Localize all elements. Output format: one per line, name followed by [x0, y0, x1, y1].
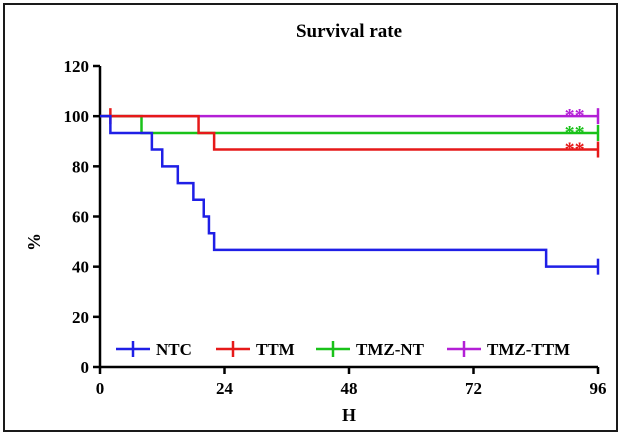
x-tick-label: 96 [590, 379, 607, 398]
y-axis-label: % [24, 233, 44, 251]
series-line-tmz-nt [100, 114, 598, 135]
legend-label-tmz-nt: TMZ-NT [356, 340, 425, 359]
x-tick-label: 48 [341, 379, 358, 398]
y-tick-label: 60 [72, 208, 89, 227]
y-tick-label: 100 [64, 107, 90, 126]
x-tick-label: 72 [465, 379, 482, 398]
y-tick-label: 40 [72, 258, 89, 277]
x-axis-label: H [342, 405, 356, 425]
x-tick-label: 24 [216, 379, 234, 398]
significance-label: ** [565, 122, 585, 144]
legend-label-ttm: TTM [256, 340, 295, 359]
y-tick-label: 120 [64, 57, 90, 76]
chart-frame [3, 3, 618, 432]
y-tick-label: 80 [72, 157, 89, 176]
y-tick-label: 20 [72, 308, 89, 327]
y-tick-label: 0 [81, 358, 90, 377]
series-line-ntc [100, 114, 598, 268]
legend-label-tmz-ttm: TMZ-TTM [487, 340, 570, 359]
legend-label-ntc: NTC [156, 340, 192, 359]
series-line-ttm [100, 114, 598, 151]
significance-label: ** [565, 105, 585, 127]
x-tick-label: 0 [96, 379, 105, 398]
significance-label: ** [565, 139, 585, 161]
chart-title: Survival rate [296, 21, 402, 42]
